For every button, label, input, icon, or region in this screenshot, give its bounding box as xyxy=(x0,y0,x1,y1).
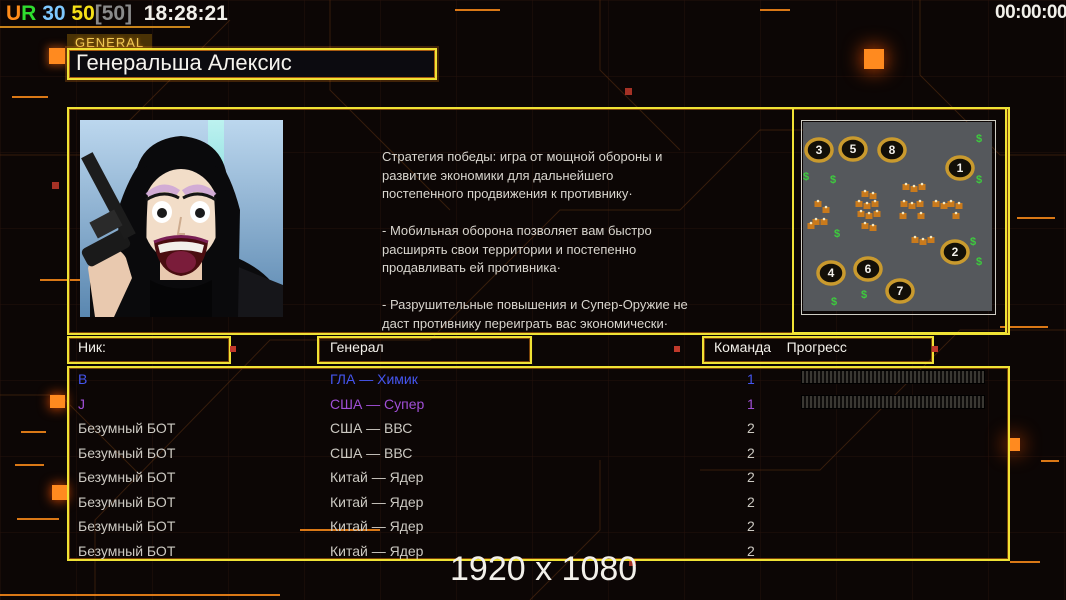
svg-text:$: $ xyxy=(803,171,809,183)
svg-text:1: 1 xyxy=(957,161,964,175)
svg-text:$: $ xyxy=(976,174,982,186)
svg-text:3: 3 xyxy=(816,143,823,157)
svg-text:7: 7 xyxy=(897,284,904,298)
svg-text:$: $ xyxy=(830,174,836,186)
svg-text:6: 6 xyxy=(865,262,872,276)
svg-text:2: 2 xyxy=(952,245,959,259)
svg-text:$: $ xyxy=(976,256,982,268)
svg-text:$: $ xyxy=(970,236,976,248)
svg-text:8: 8 xyxy=(889,143,896,157)
svg-text:4: 4 xyxy=(828,266,835,280)
svg-text:$: $ xyxy=(976,133,982,145)
svg-text:5: 5 xyxy=(850,142,857,156)
svg-text:$: $ xyxy=(861,289,867,301)
svg-text:$: $ xyxy=(834,228,840,240)
svg-text:$: $ xyxy=(831,296,837,308)
